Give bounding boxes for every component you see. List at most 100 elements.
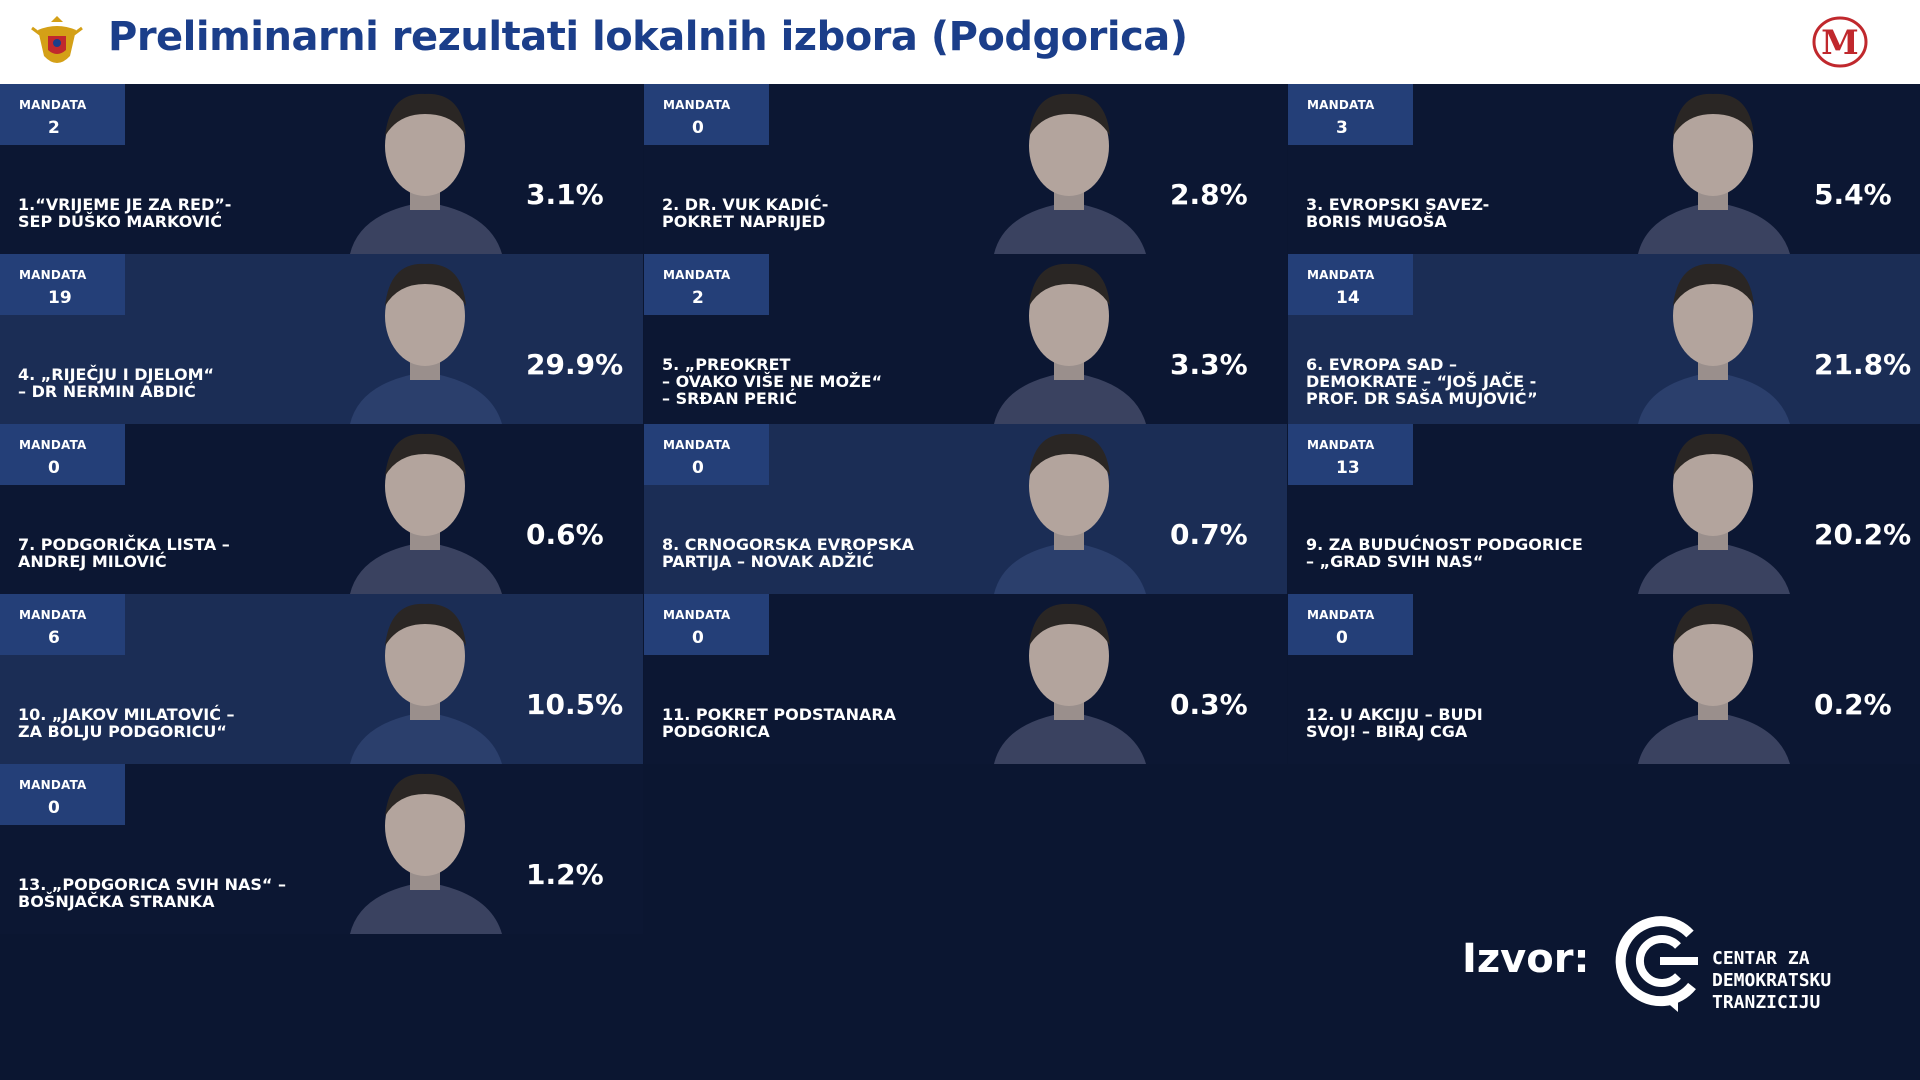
list-name: 11. POKRET PODSTANARA PODGORICA [662, 705, 897, 741]
mandate-badge: MANDATA 14 [1288, 254, 1413, 315]
mandate-count: 0 [692, 118, 704, 138]
result-card: MANDATA 2 5. „PREOKRET – OVAKO VIŠE NE MOŽ… [644, 254, 1287, 424]
mandate-count: 2 [48, 118, 60, 138]
candidate-photo [1638, 263, 1790, 424]
mandate-count: 2 [692, 288, 704, 308]
candidate-photo [350, 603, 502, 764]
mandate-badge: MANDATA 0 [644, 424, 769, 485]
vote-percentage: 3.1% [526, 178, 604, 211]
candidate-photo [350, 433, 502, 594]
result-card: MANDATA 6 10. „JAKOV MILATOVIĆ – ZA BOLJU … [0, 594, 643, 764]
mandate-badge: MANDATA 0 [1288, 594, 1413, 655]
result-card: MANDATA 14 6. EVROPA SAD – DEMOKRATE – “JO… [1288, 254, 1920, 424]
mandate-count: 0 [692, 628, 704, 648]
mandate-label: MANDATA [19, 438, 87, 452]
result-card: MANDATA 13 9. ZA BUDUĆNOST PODGORICE – „GR… [1288, 424, 1920, 594]
mandate-label: MANDATA [663, 268, 731, 282]
vote-percentage: 0.7% [1170, 518, 1248, 551]
page-title: Preliminarni rezultati lokalnih izbora (… [108, 14, 1188, 60]
mandate-count: 14 [1336, 288, 1360, 308]
result-card: MANDATA 0 7. PODGORIČKA LISTA – ANDREJ MIL… [0, 424, 643, 594]
cdt-org-name: CENTAR ZA DEMOKRATSKU TRANZICIJU [1712, 948, 1832, 1013]
vote-percentage: 0.2% [1814, 688, 1892, 721]
mandate-label: MANDATA [19, 778, 87, 792]
mandate-label: MANDATA [1307, 268, 1375, 282]
candidate-photo [1638, 93, 1790, 254]
vote-percentage: 29.9% [526, 348, 624, 381]
mandate-badge: MANDATA 6 [0, 594, 125, 655]
result-card: MANDATA 0 13. „PODGORICA SVIH NAS“ – BOŠNJ… [0, 764, 643, 934]
result-card: MANDATA 0 8. CRNOGORSKA EVROPSKA PARTIJA –… [644, 424, 1287, 594]
mandate-label: MANDATA [1307, 98, 1375, 112]
mandate-badge: MANDATA 3 [1288, 84, 1413, 145]
list-name: 6. EVROPA SAD – DEMOKRATE – “JOŠ JAČE - … [1306, 355, 1538, 408]
result-card: MANDATA 19 4. „RIJEČJU I DJELOM“ – DR NERM… [0, 254, 643, 424]
vote-percentage: 20.2% [1814, 518, 1912, 551]
list-name: 12. U AKCIJU – BUDI SVOJ! – BIRAJ CGA [1306, 705, 1483, 741]
mandate-count: 3 [1336, 118, 1348, 138]
mandate-count: 0 [48, 798, 60, 818]
mandate-count: 13 [1336, 458, 1360, 478]
vote-percentage: 10.5% [526, 688, 624, 721]
list-name: 2. DR. VUK KADIĆ- POKRET NAPRIJED [662, 195, 829, 231]
mandate-label: MANDATA [663, 438, 731, 452]
candidate-photo [1638, 433, 1790, 594]
result-card: MANDATA 0 11. POKRET PODSTANARA PODGORICA 0… [644, 594, 1287, 764]
list-name: 3. EVROPSKI SAVEZ- BORIS MUGOŠA [1306, 195, 1490, 231]
header-bar: Preliminarni rezultati lokalnih izbora (… [0, 0, 1920, 84]
candidate-photo [350, 263, 502, 424]
vote-percentage: 0.6% [526, 518, 604, 551]
mandate-label: MANDATA [1307, 438, 1375, 452]
list-name: 13. „PODGORICA SVIH NAS“ – BOŠNJAČKA STR… [18, 875, 286, 911]
candidate-photo [994, 433, 1146, 594]
candidate-photo [994, 93, 1146, 254]
vote-percentage: 2.8% [1170, 178, 1248, 211]
results-grid: MANDATA 2 1.“VRIJEME JE ZA RED”- SEP DUŠKO… [0, 84, 1920, 934]
mandate-count: 19 [48, 288, 72, 308]
cdt-logo-icon [1615, 916, 1698, 1012]
result-card: MANDATA 0 12. U AKCIJU – BUDI SVOJ! – BIRA… [1288, 594, 1920, 764]
candidate-photo [994, 603, 1146, 764]
list-name: 1.“VRIJEME JE ZA RED”- SEP DUŠKO MARKOVI… [18, 195, 232, 231]
list-name: 4. „RIJEČJU I DJELOM“ – DR NERMIN ABDIĆ [18, 365, 215, 401]
list-name: 10. „JAKOV MILATOVIĆ – ZA BOLJU PODGORIC… [18, 705, 235, 741]
result-card: MANDATA 3 3. EVROPSKI SAVEZ- BORIS MUGOŠA 5… [1288, 84, 1920, 254]
mandate-badge: MANDATA 0 [0, 424, 125, 485]
list-name: 5. „PREOKRET – OVAKO VIŠE NE MOŽE“ – SRĐ… [662, 355, 883, 408]
candidate-photo [350, 93, 502, 254]
mandate-badge: MANDATA 0 [644, 594, 769, 655]
mandate-label: MANDATA [19, 608, 87, 622]
mandate-count: 6 [48, 628, 60, 648]
vote-percentage: 21.8% [1814, 348, 1912, 381]
candidate-photo [1638, 603, 1790, 764]
vote-percentage: 0.3% [1170, 688, 1248, 721]
mandate-count: 0 [692, 458, 704, 478]
mandate-badge: MANDATA 19 [0, 254, 125, 315]
vote-percentage: 1.2% [526, 858, 604, 891]
mandate-badge: MANDATA 0 [0, 764, 125, 825]
montenegro-coat-of-arms-icon [31, 16, 83, 63]
candidate-photo [994, 263, 1146, 424]
mandate-label: MANDATA [19, 268, 87, 282]
mandate-badge: MANDATA 13 [1288, 424, 1413, 485]
source-label: Izvor: [1462, 936, 1590, 982]
mandate-count: 0 [48, 458, 60, 478]
vote-percentage: 5.4% [1814, 178, 1892, 211]
list-name: 7. PODGORIČKA LISTA – ANDREJ MILOVIĆ [18, 535, 230, 571]
list-name: 9. ZA BUDUĆNOST PODGORICE – „GRAD SVIH N… [1306, 535, 1583, 571]
mandate-label: MANDATA [663, 608, 731, 622]
m-logo-letter: M [1821, 23, 1859, 63]
result-card: MANDATA 2 1.“VRIJEME JE ZA RED”- SEP DUŠKO… [0, 84, 643, 254]
mandate-count: 0 [1336, 628, 1348, 648]
result-card: MANDATA 0 2. DR. VUK KADIĆ- POKRET NAPRIJE… [644, 84, 1287, 254]
mandate-badge: MANDATA 2 [644, 254, 769, 315]
mandate-label: MANDATA [663, 98, 731, 112]
mandate-badge: MANDATA 0 [644, 84, 769, 145]
mandate-badge: MANDATA 2 [0, 84, 125, 145]
mandate-label: MANDATA [1307, 608, 1375, 622]
m-logo-icon: M [1812, 16, 1868, 68]
vote-percentage: 3.3% [1170, 348, 1248, 381]
list-name: 8. CRNOGORSKA EVROPSKA PARTIJA – NOVAK A… [662, 535, 915, 571]
candidate-photo [350, 773, 502, 934]
mandate-label: MANDATA [19, 98, 87, 112]
